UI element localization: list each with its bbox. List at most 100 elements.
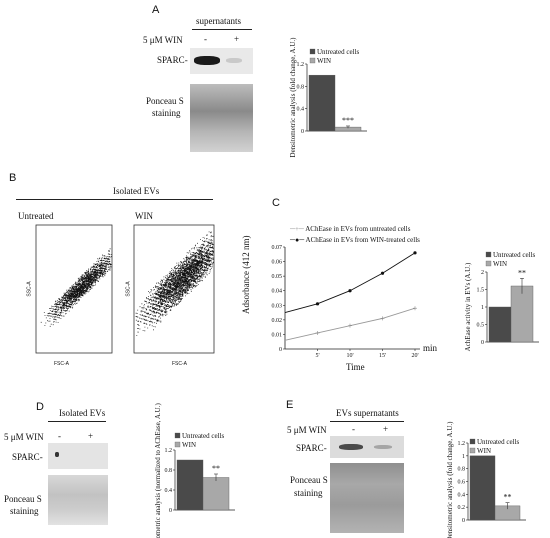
panel-e-label: E	[286, 399, 294, 411]
bar-tick-label: 1	[462, 454, 465, 460]
panel-e-sparc-band-untreated	[339, 444, 363, 450]
panel-c-label: C	[272, 197, 280, 209]
bar-tick-label: 0.4	[297, 107, 305, 113]
panel-a-staining-label: staining	[152, 108, 181, 118]
bar-tick-label: 1.5	[477, 288, 485, 294]
panel-a-sparc-blot	[190, 48, 253, 74]
panel-a-sparc-label: SPARC-	[157, 55, 188, 65]
legend-label: WIN	[317, 57, 331, 65]
line-y-tick-label: 0.07	[272, 245, 283, 251]
bar-tick-label: 0.4	[458, 492, 466, 498]
panel-a-ponceau-label: Ponceau S	[146, 96, 184, 106]
line-y-tick-label: 0.05	[272, 274, 283, 280]
bar-ylabel: Densitometric analysis (fold change, A.U…	[446, 421, 454, 538]
bar-tick-label: 0.6	[458, 480, 466, 486]
bar-tick-label: 2	[481, 270, 484, 276]
bar-tick-label: 0.8	[458, 467, 466, 473]
bar-ylabel: AchEase activity in EVs (A.U.)	[464, 262, 472, 351]
bar-untreated	[308, 74, 336, 132]
panel-a-header-line	[192, 29, 252, 30]
legend-swatch-win	[469, 447, 476, 454]
bar-tick-label: 0.8	[165, 468, 173, 474]
panel-a-header: supernatants	[196, 16, 241, 26]
line-y-tick-label: 0.03	[272, 303, 283, 309]
panel-d-header: Isolated EVs	[59, 408, 106, 418]
line-xlabel: Time	[346, 362, 365, 372]
line-chart: 0 0.01 0.02 0.03 0.04 0.05 0.06 0.07 5' 10' 15' 20'	[272, 245, 419, 359]
bar-ylabel: Densitometric analysis (fold change, A.U…	[289, 37, 297, 158]
line-x-tick-label: 20'	[411, 353, 418, 359]
bar-tick-label: 0.2	[458, 505, 466, 511]
bar-tick-label: 0.8	[297, 84, 305, 90]
flow-left-frame	[35, 224, 113, 354]
legend-swatch-untreated	[469, 438, 476, 445]
panel-e-sparc-label: SPARC-	[296, 443, 327, 453]
bar-untreated	[488, 306, 512, 343]
bar-tick-label: 0.5	[477, 323, 485, 329]
panel-d-sparc-spot	[55, 452, 59, 457]
legend-label: WIN	[182, 441, 196, 449]
panel-d-ponceau-label: Ponceau S	[4, 494, 42, 504]
bar-win	[510, 285, 534, 343]
flow-left-title: Untreated	[18, 211, 54, 221]
flow-right-xlabel: FSC-A	[172, 361, 187, 367]
panel-e-staining-label: staining	[294, 488, 323, 498]
panel-e-treatment: 5 μM WIN	[287, 425, 327, 435]
legend-label: Untreated cells	[317, 48, 359, 56]
series-point-win	[348, 289, 352, 293]
line-legend-untreated-text: AChEase in EVs from untreated cells	[305, 225, 411, 233]
panel-d-ponceau-blot	[48, 475, 108, 525]
legend-label: Untreated cells	[477, 438, 519, 446]
flow-right-dots	[135, 231, 214, 336]
series-point-win	[413, 251, 417, 255]
panel-b-label: B	[9, 172, 17, 184]
panel-e-lane-plus: +	[383, 424, 389, 434]
panel-a-treatment: 5 μM WIN	[143, 35, 183, 45]
panel-e-ponceau-label: Ponceau S	[290, 475, 328, 485]
bar-untreated	[176, 459, 204, 511]
line-xunit: min	[423, 343, 438, 353]
line-y-tick-label: 0	[279, 347, 282, 353]
legend-swatch-win	[485, 260, 492, 267]
significance-mark: ***	[342, 116, 354, 125]
legend-swatch-untreated	[485, 251, 492, 258]
bar-tick-label: 0	[301, 129, 304, 135]
panel-e-ponceau-blot	[330, 463, 404, 533]
bar-tick-label: 1.2	[297, 62, 305, 68]
line-ylabel: Adsorbance (412 nm)	[241, 235, 251, 314]
line-x-tick-label: 5'	[315, 353, 319, 359]
line-y-tick-label: 0.06	[272, 260, 283, 266]
flow-left-xlabel: FSC-A	[54, 361, 69, 367]
panel-a-sparc-band-untreated	[194, 56, 220, 65]
panel-d-sparc-label: SPARC-	[12, 452, 43, 462]
bar-tick-label: 0	[462, 518, 465, 524]
panel-a-lane-plus: +	[234, 34, 240, 44]
bar-untreated	[469, 455, 496, 521]
panel-b-header-line	[16, 199, 213, 200]
legend-label: Untreated cells	[493, 251, 535, 259]
panel-d-sparc-blot	[48, 443, 108, 469]
line-x-tick-label: 10'	[346, 353, 353, 359]
panel-e-sparc-band-win	[374, 445, 392, 449]
line-x-tick-label: 15'	[379, 353, 386, 359]
bar-tick-label: 1	[481, 305, 484, 311]
bar-ylabel: Densitometric analysis (normalized to AC…	[154, 403, 162, 538]
legend-label: WIN	[477, 447, 491, 455]
significance-mark: **	[212, 464, 220, 473]
panel-e-header: EVs supernatants	[336, 408, 399, 418]
line-legend-win: ─●─ AChEase in EVs from WIN-treated cell…	[290, 236, 420, 244]
legend-swatch-untreated	[309, 48, 316, 55]
panel-b-header: Isolated EVs	[113, 186, 160, 196]
panel-e-sparc-blot	[330, 436, 404, 458]
legend-swatch-untreated	[174, 432, 181, 439]
series-point-win	[380, 271, 385, 275]
panel-d-header-line	[48, 421, 106, 422]
legend-swatch-win	[174, 441, 181, 448]
significance-mark: **	[504, 493, 512, 502]
